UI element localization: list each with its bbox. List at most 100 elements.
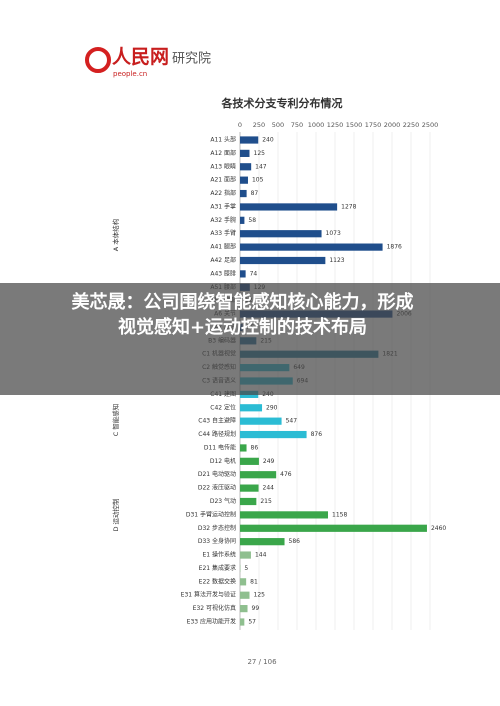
category-label: C42 定位 (210, 403, 236, 411)
bar (240, 256, 326, 265)
value-label: 215 (260, 498, 272, 505)
category-label: D32 步态控制 (198, 524, 236, 532)
value-label: 144 (255, 552, 267, 559)
bar (240, 551, 251, 559)
value-label: 876 (311, 431, 323, 438)
x-tick-label: 750 (291, 121, 303, 129)
site: people.cn (113, 70, 147, 78)
x-tick-label: 1000 (308, 121, 325, 129)
value-label: 147 (255, 163, 267, 170)
category-label: A22 指部 (210, 189, 236, 197)
x-tick-label: 1750 (365, 121, 382, 129)
value-label: 87 (251, 190, 259, 197)
category-label: A42 足部 (210, 256, 236, 264)
category-label: D33 全身协同 (198, 537, 236, 545)
institute: 研究院 (172, 52, 211, 67)
value-label: 5 (244, 565, 248, 572)
x-tick-label: 1500 (346, 121, 363, 129)
category-label: E31 算法开发与验证 (181, 591, 236, 599)
bar (240, 497, 257, 506)
bar (240, 538, 285, 546)
bar (240, 243, 383, 251)
value-label: 1073 (326, 230, 341, 237)
category-label: E32 可视化仿真 (193, 604, 236, 612)
category-label: D12 电机 (210, 457, 236, 465)
value-label: 586 (289, 538, 301, 545)
value-label: 105 (252, 177, 264, 184)
bar (240, 524, 427, 532)
category-label: A43 膝腓 (210, 269, 236, 277)
bar (240, 591, 250, 599)
bar (240, 176, 248, 184)
category-label: E21 集成要求 (199, 564, 236, 572)
value-label: 125 (254, 592, 266, 599)
value-label: 1876 (387, 244, 402, 251)
bar (240, 163, 252, 171)
x-tick-label: 1250 (327, 121, 344, 129)
category-label: A11 头部 (210, 136, 236, 144)
bar (240, 444, 247, 452)
category-label: E1 操作系统 (202, 551, 236, 559)
value-label: 125 (254, 150, 266, 157)
value-label: 74 (250, 270, 258, 277)
category-label: A12 面部 (210, 149, 236, 157)
page-number: 27 / 106 (247, 658, 277, 666)
value-label: 58 (248, 217, 256, 224)
value-label: 240 (262, 137, 274, 144)
category-label: E22 数据交换 (199, 577, 236, 585)
banner (0, 283, 500, 395)
bar (240, 618, 245, 626)
bar (240, 270, 246, 278)
group-label: D 运动控制 (111, 498, 120, 532)
bar (240, 230, 322, 238)
value-label: 476 (280, 471, 292, 478)
value-label: 1278 (341, 203, 356, 210)
category-label: E33 应用功能开发 (187, 618, 236, 626)
category-label: A33 手臂 (210, 229, 236, 237)
category-label: A13 眼睛 (210, 162, 236, 170)
bar (240, 417, 282, 425)
value-label: 57 (248, 619, 256, 626)
bar (240, 430, 307, 439)
bar (240, 203, 338, 211)
group-label: C 智能感知 (111, 404, 120, 437)
x-tick-label: 2250 (403, 121, 420, 129)
x-tick-label: 0 (238, 121, 242, 129)
value-label: 244 (263, 485, 275, 492)
value-label: 99 (252, 605, 260, 612)
value-label: 2460 (431, 525, 446, 532)
category-label: C43 自主避障 (198, 417, 236, 425)
logo-icon (85, 47, 111, 73)
x-tick-label: 2000 (384, 121, 401, 129)
bar (240, 578, 247, 586)
bar (240, 511, 329, 519)
category-label: A21 面部 (210, 176, 236, 184)
category-label: A41 腿部 (210, 243, 236, 251)
category-label: D11 电传能 (204, 443, 236, 451)
value-label: 81 (250, 578, 258, 585)
value-label: 249 (263, 458, 275, 465)
bar (240, 457, 259, 465)
value-label: 1158 (332, 511, 347, 518)
bar (240, 189, 247, 198)
value-label: 86 (251, 444, 259, 451)
logo: 人民网 (112, 46, 169, 68)
chart-title: 各技术分支专利分布情况 (221, 96, 343, 110)
value-label: 1123 (329, 257, 344, 264)
bar (240, 404, 263, 412)
bar (240, 471, 277, 479)
category-label: D23 气动 (210, 497, 236, 505)
category-label: D21 电动驱动 (198, 470, 236, 478)
category-label: C44 路径规划 (198, 430, 236, 438)
bar (240, 484, 259, 492)
x-tick-label: 2500 (422, 121, 439, 129)
x-tick-label: 250 (253, 121, 265, 129)
category-label: D31 手臂运动控制 (186, 510, 236, 518)
group-label: A 本体结构 (111, 218, 120, 251)
value-label: 547 (286, 418, 298, 425)
x-tick-label: 500 (272, 121, 284, 129)
headline: 美芯晟：公司围绕智能感知核心能力，形成视觉感知+运动控制的技术布局 (71, 292, 414, 338)
category-label: A31 手掌 (210, 202, 236, 210)
category-label: D22 液压驱动 (198, 484, 236, 492)
